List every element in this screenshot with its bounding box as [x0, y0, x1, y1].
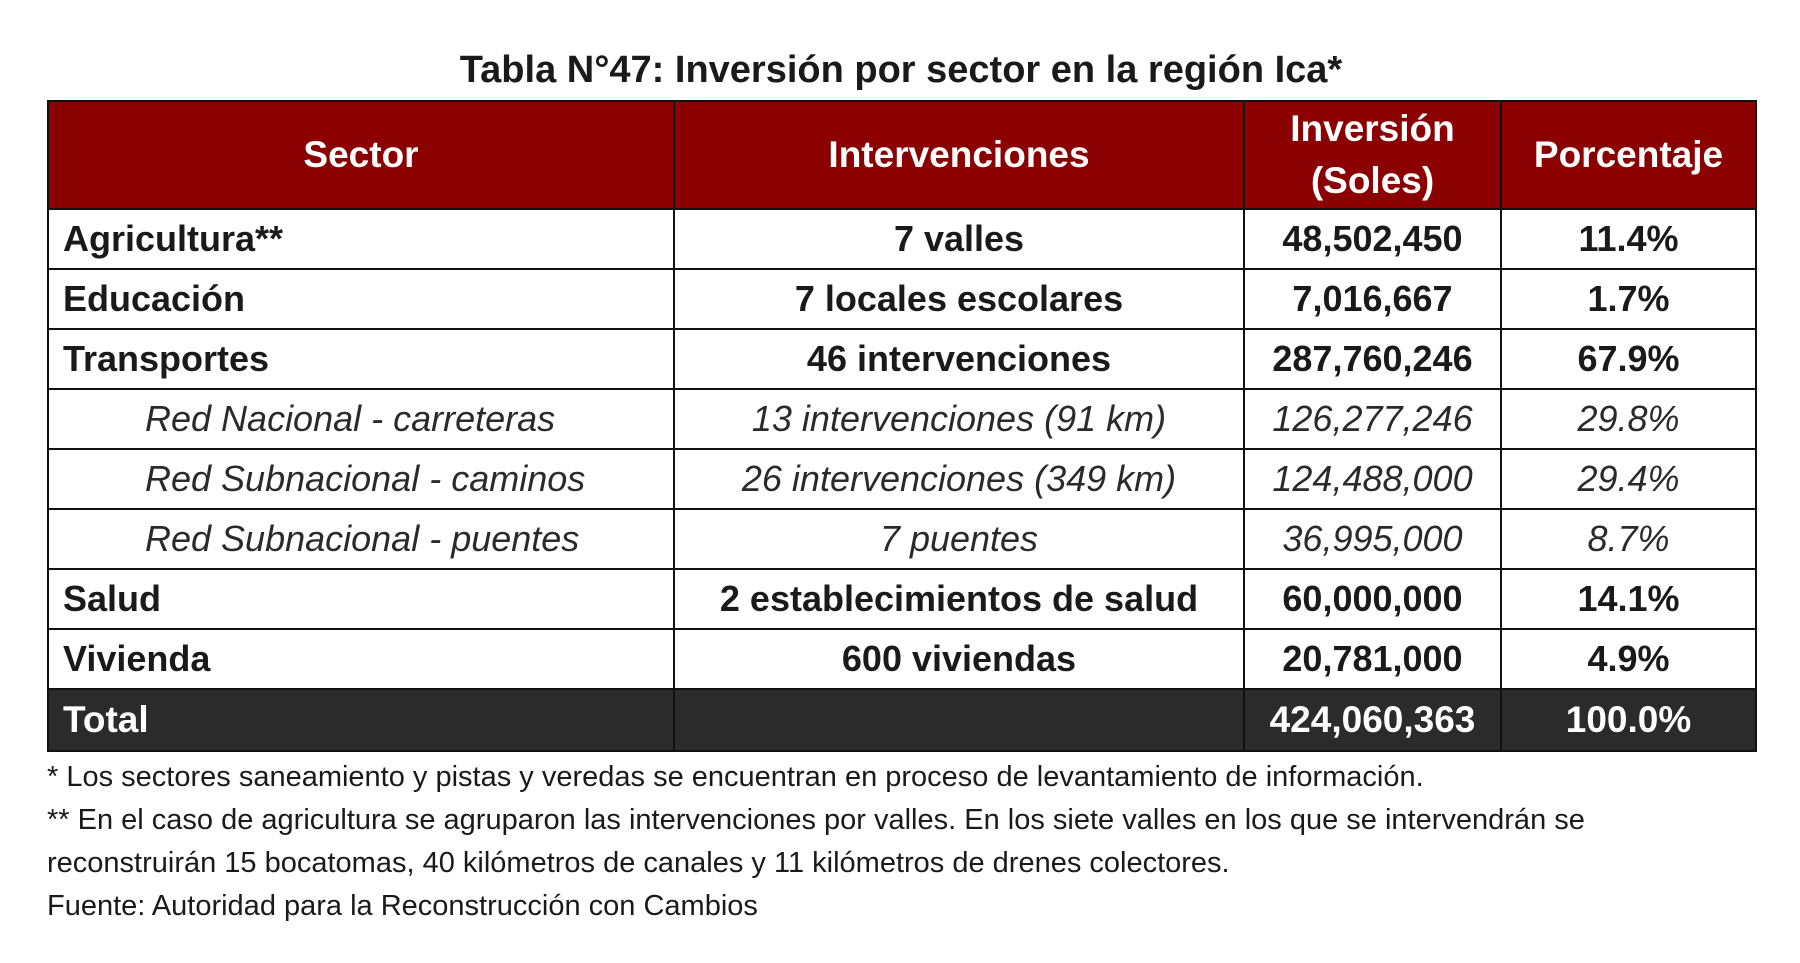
cell-intervenciones: 600 viviendas: [673, 628, 1245, 690]
table-row: Transportes 46 intervenciones 287,760,24…: [47, 328, 1757, 390]
cell-intervenciones: 7 valles: [673, 208, 1245, 270]
header-intervenciones: Intervenciones: [673, 100, 1245, 210]
cell-intervenciones: 2 establecimientos de salud: [673, 568, 1245, 630]
cell-inversion: 126,277,246: [1243, 388, 1502, 450]
cell-sector: Educación: [47, 268, 675, 330]
table-notes: * Los sectores saneamiento y pistas y ve…: [47, 756, 1755, 928]
footnote-2: ** En el caso de agricultura se agruparo…: [47, 804, 1585, 879]
footnote-1: * Los sectores saneamiento y pistas y ve…: [47, 761, 1424, 793]
table-subrow: Red Nacional - carreteras 13 intervencio…: [47, 388, 1757, 450]
cell-porcentaje: 8.7%: [1500, 508, 1757, 570]
table-row: Salud 2 establecimientos de salud 60,000…: [47, 568, 1757, 630]
header-inversion: Inversión (Soles): [1243, 100, 1502, 210]
cell-sector: Red Nacional - carreteras: [47, 388, 675, 450]
cell-intervenciones: 7 locales escolares: [673, 268, 1245, 330]
cell-sector: Red Subnacional - puentes: [47, 508, 675, 570]
cell-inversion: 287,760,246: [1243, 328, 1502, 390]
table-subrow: Red Subnacional - puentes 7 puentes 36,9…: [47, 508, 1757, 570]
header-inversion-line1: Inversión: [1290, 108, 1455, 149]
table-subrow: Red Subnacional - caminos 26 intervencio…: [47, 448, 1757, 510]
cell-porcentaje: 67.9%: [1500, 328, 1757, 390]
total-inversion: 424,060,363: [1243, 688, 1502, 752]
cell-inversion: 7,016,667: [1243, 268, 1502, 330]
cell-inversion: 20,781,000: [1243, 628, 1502, 690]
document-page: Tabla N°47: Inversión por sector en la r…: [47, 40, 1757, 928]
table-row: Vivienda 600 viviendas 20,781,000 4.9%: [47, 628, 1757, 690]
cell-sector: Transportes: [47, 328, 675, 390]
cell-sector: Vivienda: [47, 628, 675, 690]
cell-intervenciones: 7 puentes: [673, 508, 1245, 570]
cell-porcentaje: 11.4%: [1500, 208, 1757, 270]
cell-porcentaje: 29.4%: [1500, 448, 1757, 510]
cell-porcentaje: 29.8%: [1500, 388, 1757, 450]
table-row: Educación 7 locales escolares 7,016,667 …: [47, 268, 1757, 330]
total-intervenciones: [673, 688, 1245, 752]
cell-inversion: 60,000,000: [1243, 568, 1502, 630]
cell-sector: Red Subnacional - caminos: [47, 448, 675, 510]
source-note: Fuente: Autoridad para la Reconstrucción…: [47, 890, 758, 922]
header-inversion-line2: (Soles): [1310, 160, 1435, 201]
total-label: Total: [47, 688, 675, 752]
header-row: Sector Intervenciones Inversión (Soles) …: [47, 100, 1757, 210]
header-sector: Sector: [47, 100, 675, 210]
total-porcentaje: 100.0%: [1500, 688, 1757, 752]
cell-porcentaje: 14.1%: [1500, 568, 1757, 630]
cell-intervenciones: 26 intervenciones (349 km): [673, 448, 1245, 510]
investment-table: Sector Intervenciones Inversión (Soles) …: [47, 100, 1757, 752]
cell-porcentaje: 1.7%: [1500, 268, 1757, 330]
cell-inversion: 124,488,000: [1243, 448, 1502, 510]
total-row: Total 424,060,363 100.0%: [47, 688, 1757, 752]
cell-porcentaje: 4.9%: [1500, 628, 1757, 690]
cell-inversion: 36,995,000: [1243, 508, 1502, 570]
cell-sector: Agricultura**: [47, 208, 675, 270]
cell-intervenciones: 46 intervenciones: [673, 328, 1245, 390]
header-porcentaje: Porcentaje: [1500, 100, 1757, 210]
cell-inversion: 48,502,450: [1243, 208, 1502, 270]
cell-sector: Salud: [47, 568, 675, 630]
table-title: Tabla N°47: Inversión por sector en la r…: [459, 49, 1343, 91]
cell-intervenciones: 13 intervenciones (91 km): [673, 388, 1245, 450]
table-row: Agricultura** 7 valles 48,502,450 11.4%: [47, 208, 1757, 270]
